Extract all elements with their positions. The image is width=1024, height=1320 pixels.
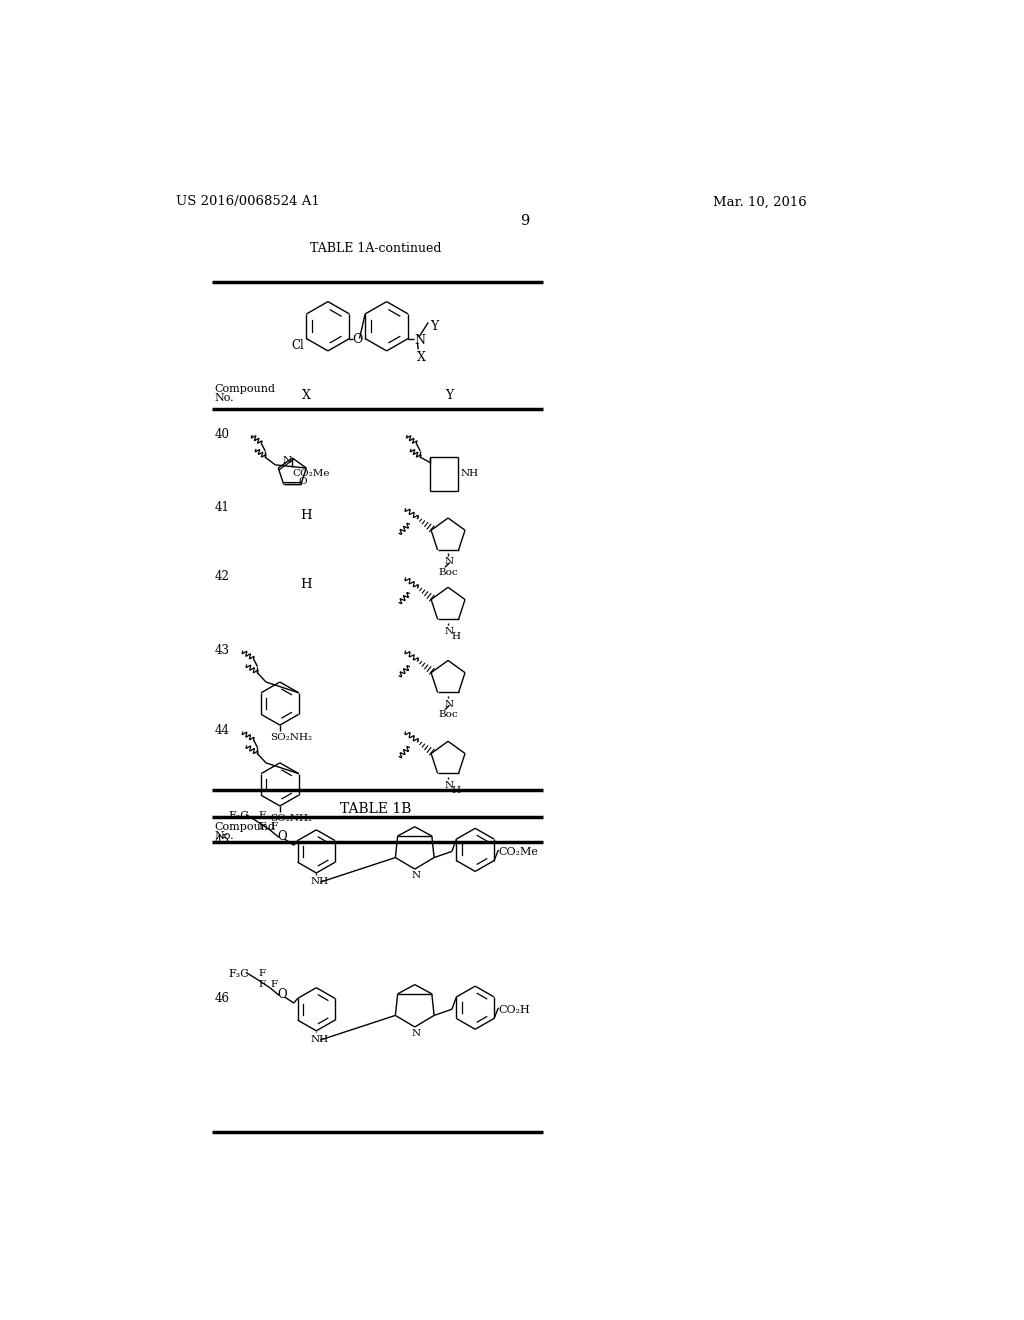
Text: 44: 44: [215, 725, 229, 738]
Text: 40: 40: [215, 428, 229, 441]
Text: SO₂NH₂: SO₂NH₂: [270, 733, 312, 742]
Text: No.: No.: [215, 832, 234, 841]
Text: Boc: Boc: [438, 568, 459, 577]
Text: 9: 9: [520, 214, 529, 228]
Text: NH: NH: [311, 876, 329, 886]
Text: N: N: [445, 700, 454, 709]
Text: N: N: [412, 871, 421, 880]
Text: Cl: Cl: [291, 339, 304, 351]
Text: Mar. 10, 2016: Mar. 10, 2016: [713, 195, 807, 209]
Text: N: N: [415, 334, 425, 347]
Text: O: O: [278, 987, 287, 1001]
Text: CO₂H: CO₂H: [499, 1005, 530, 1015]
Text: 45: 45: [215, 834, 229, 847]
Text: Compound: Compound: [215, 822, 275, 832]
Text: CO₂Me: CO₂Me: [499, 847, 539, 857]
Text: F: F: [258, 979, 265, 989]
Text: O: O: [299, 477, 307, 486]
Text: Y: Y: [445, 389, 454, 403]
Text: F₃C: F₃C: [228, 812, 250, 821]
Text: H: H: [300, 508, 312, 521]
Text: N: N: [445, 557, 454, 566]
Text: O: O: [352, 333, 362, 346]
Text: O: O: [278, 830, 287, 843]
Text: 42: 42: [215, 570, 229, 583]
Text: H: H: [300, 578, 312, 591]
Text: H: H: [452, 632, 460, 642]
Text: H: H: [452, 785, 460, 795]
Text: N: N: [412, 1030, 421, 1039]
Text: SO₂NH₂: SO₂NH₂: [270, 813, 312, 822]
Text: TABLE 1A-continued: TABLE 1A-continued: [310, 242, 441, 255]
Text: N: N: [283, 457, 292, 466]
Text: X: X: [417, 351, 426, 364]
Text: Compound: Compound: [215, 384, 275, 393]
Text: F: F: [270, 822, 278, 832]
Text: No.: No.: [215, 393, 234, 403]
Text: F: F: [270, 979, 278, 989]
Text: 46: 46: [215, 993, 229, 1006]
Text: F: F: [258, 812, 265, 820]
Text: 41: 41: [215, 502, 229, 513]
Text: NH: NH: [461, 470, 478, 478]
Text: CO₂Me: CO₂Me: [292, 470, 330, 478]
Text: Y: Y: [430, 321, 438, 333]
Text: F: F: [258, 822, 265, 832]
Text: N: N: [445, 780, 454, 789]
Text: US 2016/0068524 A1: US 2016/0068524 A1: [176, 195, 319, 209]
Text: Boc: Boc: [438, 710, 459, 719]
Text: X: X: [302, 389, 310, 403]
Text: TABLE 1B: TABLE 1B: [340, 803, 412, 816]
Text: F₃C: F₃C: [228, 969, 250, 979]
Text: N: N: [445, 627, 454, 635]
Text: F: F: [258, 969, 265, 978]
Text: NH: NH: [311, 1035, 329, 1044]
Text: 43: 43: [215, 644, 229, 656]
